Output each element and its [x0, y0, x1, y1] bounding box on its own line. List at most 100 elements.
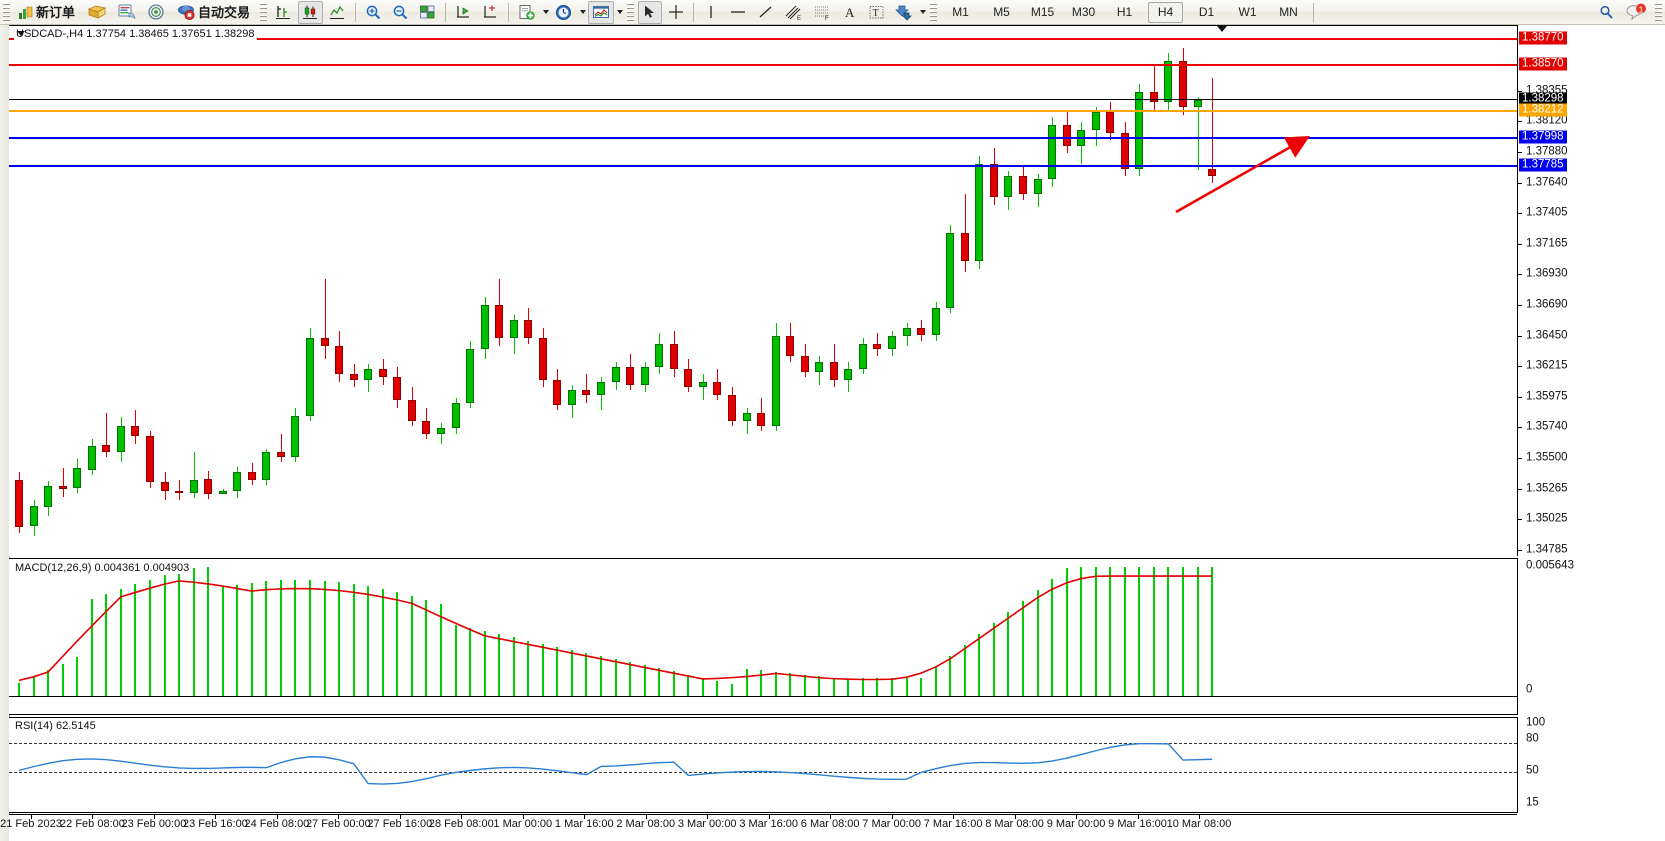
- candle-body[interactable]: [1120, 132, 1129, 169]
- timeframe-w1[interactable]: W1: [1238, 4, 1257, 19]
- candle-body[interactable]: [29, 505, 38, 527]
- price-pane[interactable]: USDCAD-,H4 1.37754 1.38465 1.37651 1.382…: [9, 25, 1517, 556]
- vertical-line-tool-button[interactable]: [699, 1, 723, 24]
- rsi-axis[interactable]: 100 80 50 15: [1517, 717, 1665, 813]
- candle-body[interactable]: [436, 428, 445, 434]
- time-axis[interactable]: 21 Feb 2023 22 Feb 08:00 23 Feb 00:00 23 Fe…: [0, 814, 1517, 841]
- candle-body[interactable]: [989, 163, 998, 197]
- candle-body[interactable]: [669, 343, 678, 370]
- candle-body[interactable]: [684, 369, 693, 388]
- candle-body[interactable]: [873, 343, 882, 349]
- price-tag-138770[interactable]: 1.38770: [1519, 31, 1567, 45]
- candle-body[interactable]: [698, 382, 707, 388]
- hline-resistance-1[interactable]: [9, 37, 1517, 40]
- toolbar-grip-5[interactable]: [1655, 2, 1662, 22]
- candle-body[interactable]: [1018, 176, 1027, 195]
- candle-body[interactable]: [800, 356, 809, 372]
- candle-body[interactable]: [829, 361, 838, 380]
- hline-support-2[interactable]: [9, 164, 1517, 167]
- candle-body[interactable]: [1004, 176, 1013, 197]
- candle-body[interactable]: [364, 369, 373, 380]
- candle-body[interactable]: [538, 338, 547, 380]
- candle-body[interactable]: [509, 320, 518, 339]
- new-chart-button[interactable]: [514, 1, 540, 24]
- candle-body[interactable]: [1179, 60, 1187, 107]
- candle-body[interactable]: [902, 328, 911, 336]
- candle-body[interactable]: [757, 413, 766, 426]
- candle-body[interactable]: [276, 451, 285, 457]
- candle-body[interactable]: [640, 366, 649, 385]
- candle-body[interactable]: [742, 413, 751, 421]
- toolbar-grip[interactable]: [3, 2, 10, 22]
- candle-body[interactable]: [1091, 112, 1100, 131]
- candle-body[interactable]: [378, 369, 387, 377]
- candle-body[interactable]: [931, 307, 940, 335]
- candle-body[interactable]: [917, 328, 926, 335]
- candle-body[interactable]: [204, 478, 213, 494]
- candle-body[interactable]: [771, 335, 780, 426]
- candle-body[interactable]: [73, 468, 82, 488]
- arrows-dropdown-arrow[interactable]: [918, 2, 927, 23]
- candle-body[interactable]: [844, 369, 853, 380]
- candle-body[interactable]: [946, 233, 955, 308]
- line-chart-button[interactable]: [325, 1, 350, 24]
- zoom-out-button[interactable]: [388, 1, 413, 24]
- hline-pivot[interactable]: [9, 109, 1517, 112]
- candle-body[interactable]: [655, 343, 664, 367]
- fibonacci-tool-button[interactable]: F: [809, 1, 836, 24]
- toolbar-grip-2[interactable]: [260, 2, 268, 22]
- candle-body[interactable]: [786, 335, 795, 357]
- macd-pane[interactable]: MACD(12,26,9) 0.004361 0.004903: [9, 558, 1517, 715]
- arrows-tool-button[interactable]: [891, 1, 917, 24]
- candlestick-chart-button[interactable]: [298, 0, 324, 24]
- candle-body[interactable]: [1033, 179, 1042, 195]
- candle-body[interactable]: [567, 389, 576, 406]
- candle-body[interactable]: [131, 425, 140, 437]
- candle-body[interactable]: [422, 420, 431, 434]
- price-tag-137785[interactable]: 1.37785: [1519, 158, 1567, 171]
- text-tool-button[interactable]: A: [838, 1, 862, 24]
- tile-windows-button[interactable]: [415, 1, 440, 24]
- candle-body[interactable]: [815, 361, 824, 372]
- toolbar-grip-3[interactable]: [627, 2, 635, 22]
- autotrading-button[interactable]: 自动交易: [173, 1, 256, 24]
- candle-body[interactable]: [189, 479, 198, 493]
- candle-body[interactable]: [160, 482, 169, 492]
- timeframe-m1[interactable]: M1: [952, 4, 969, 19]
- candle-body[interactable]: [727, 395, 736, 421]
- charts-button[interactable]: [83, 1, 111, 24]
- candle-body[interactable]: [44, 486, 53, 507]
- hline-support-1[interactable]: [9, 137, 1517, 140]
- zoom-in-button[interactable]: [361, 1, 386, 24]
- chart-area[interactable]: USDCAD-,H4 1.37754 1.38465 1.37651 1.382…: [0, 25, 1665, 841]
- candle-body[interactable]: [524, 320, 533, 339]
- equidistant-channel-tool-button[interactable]: E: [780, 1, 807, 24]
- timeframe-h1[interactable]: H1: [1116, 4, 1133, 19]
- candle-body[interactable]: [451, 402, 460, 429]
- shift-chart-button[interactable]: [451, 1, 476, 24]
- price-tag-137998[interactable]: 1.37998: [1519, 130, 1567, 144]
- bar-chart-button[interactable]: [271, 1, 296, 24]
- text-label-tool-button[interactable]: T: [864, 1, 889, 24]
- candle-body[interactable]: [116, 425, 125, 452]
- hline-resistance-2[interactable]: [9, 63, 1517, 66]
- macd-axis[interactable]: 0.005643 0: [1517, 558, 1665, 715]
- candle-body[interactable]: [1208, 169, 1217, 177]
- cursor-tool-button[interactable]: [638, 0, 663, 24]
- candle-body[interactable]: [960, 233, 969, 262]
- chart-collapse-arrow[interactable]: [17, 31, 25, 36]
- horizontal-line-tool-button[interactable]: [725, 1, 751, 24]
- candle-body[interactable]: [975, 163, 984, 262]
- candle-body[interactable]: [1106, 112, 1115, 133]
- candle-body[interactable]: [233, 472, 242, 492]
- candle-body[interactable]: [102, 445, 111, 452]
- candle-body[interactable]: [597, 382, 605, 395]
- timeframe-mn[interactable]: MN: [1279, 4, 1298, 19]
- notifications-button[interactable]: 1: [1621, 1, 1651, 24]
- candle-body[interactable]: [145, 436, 154, 483]
- candle-body[interactable]: [1164, 60, 1173, 102]
- candle-body[interactable]: [466, 348, 475, 403]
- period-dropdown-arrow[interactable]: [578, 2, 587, 23]
- candle-body[interactable]: [1048, 125, 1057, 179]
- price-tag-138298[interactable]: 1.38298: [1519, 92, 1567, 106]
